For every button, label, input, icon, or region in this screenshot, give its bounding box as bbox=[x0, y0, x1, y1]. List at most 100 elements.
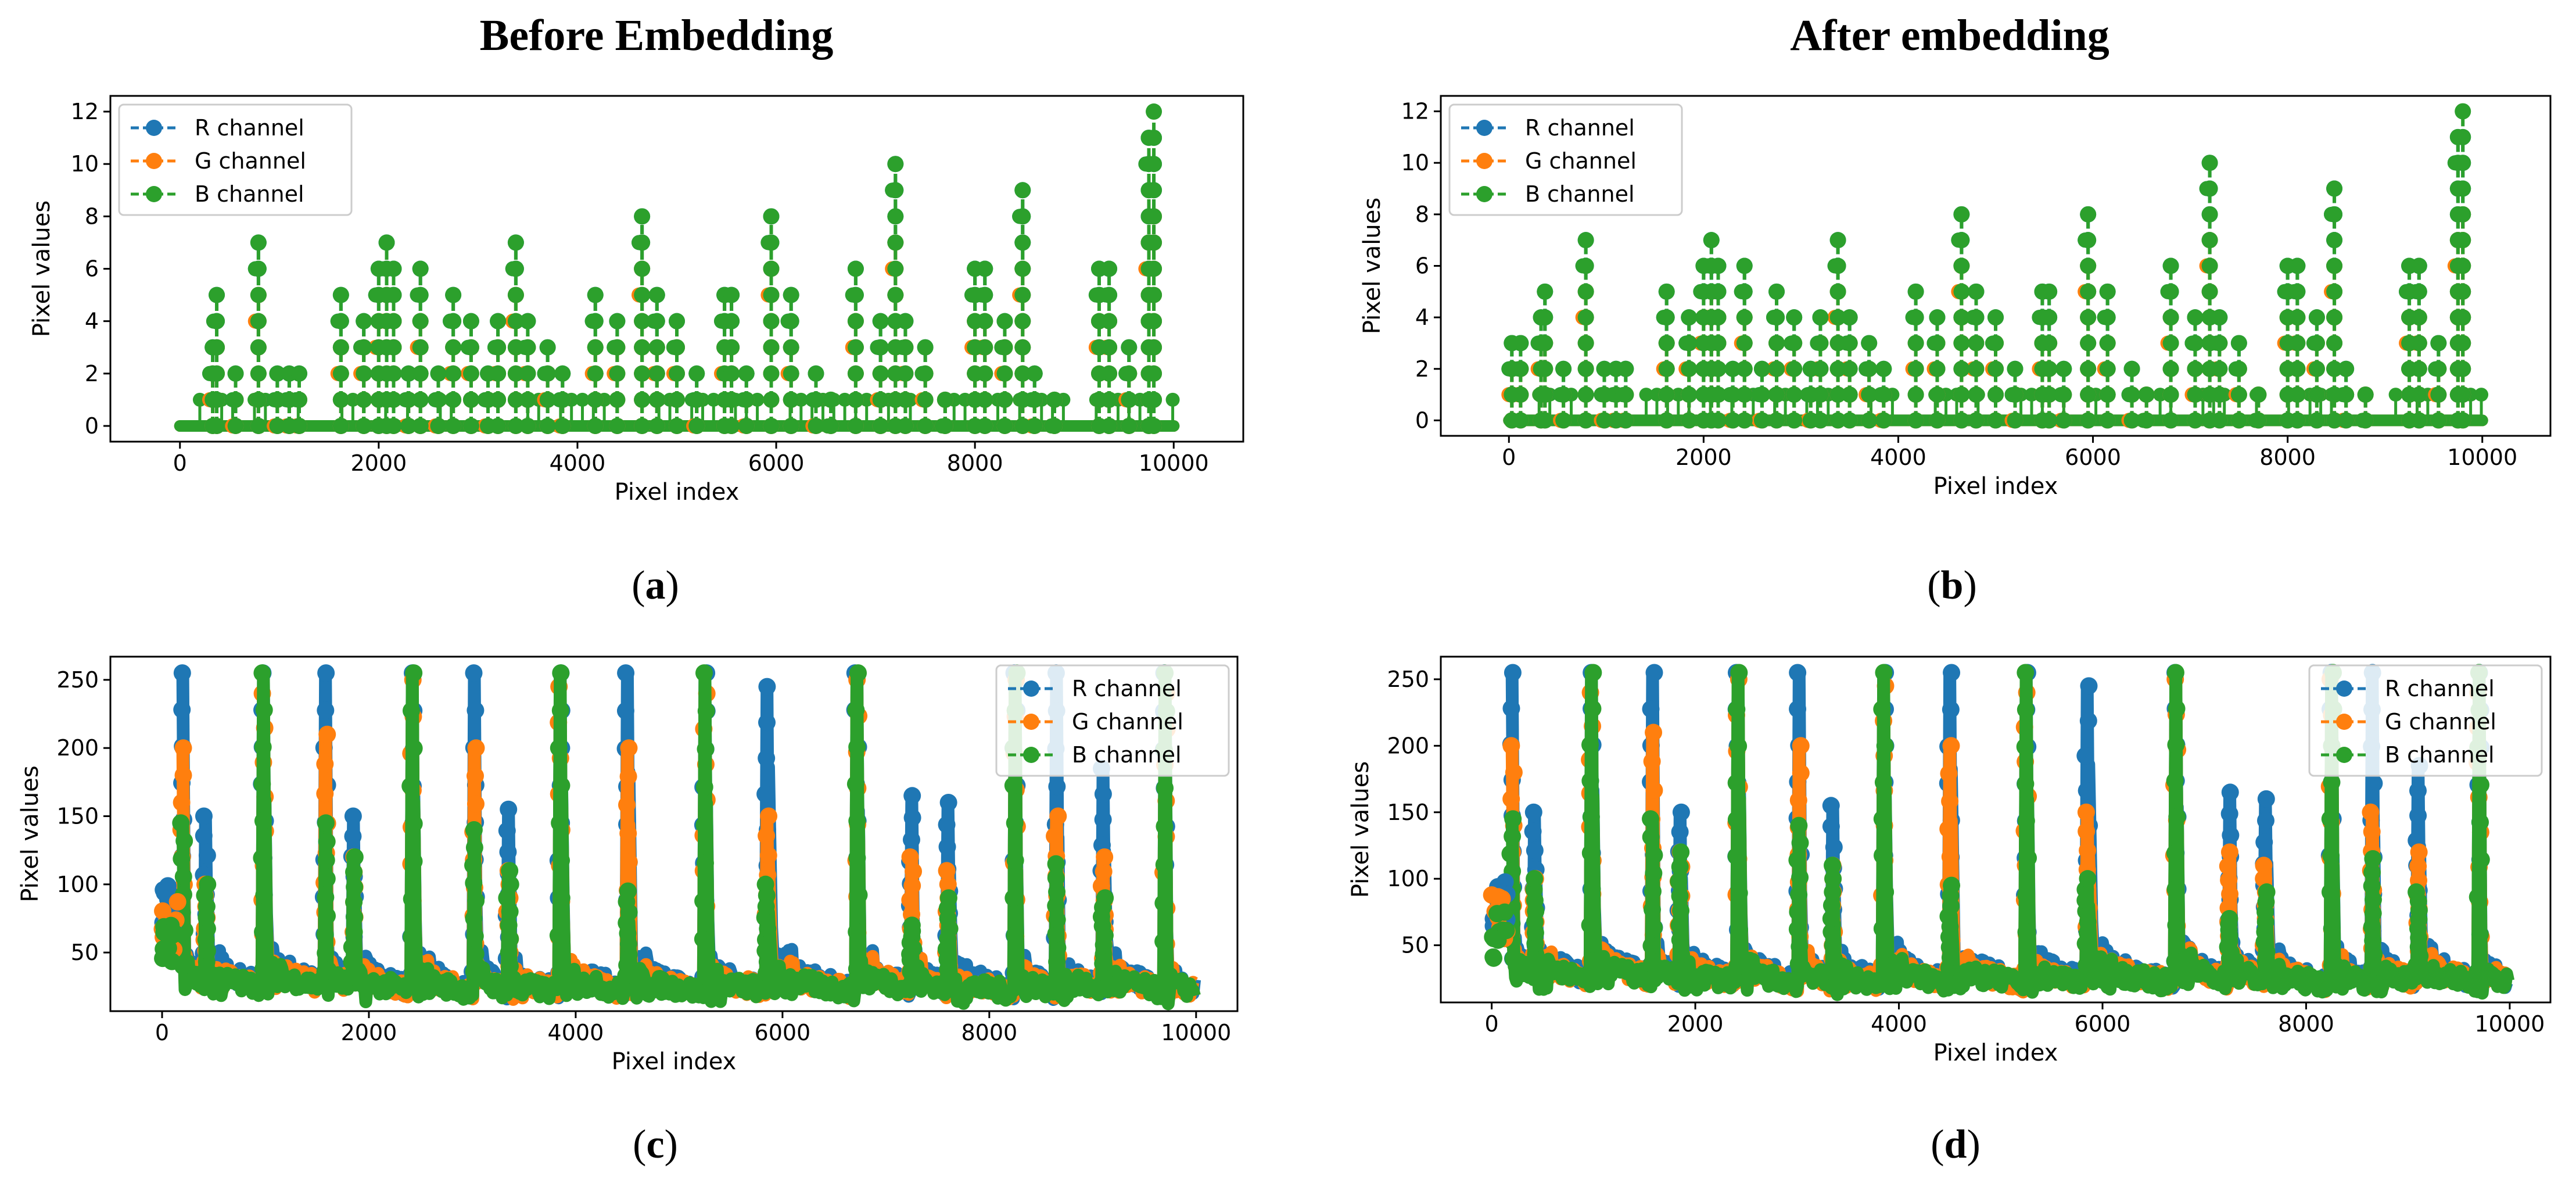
peak-point-b bbox=[1875, 956, 1893, 974]
peak-point-b bbox=[2455, 309, 2471, 326]
peak-point-side-b bbox=[288, 392, 304, 407]
peak-point-r bbox=[465, 664, 483, 682]
peak-point-b bbox=[2455, 206, 2471, 223]
peak-point-b bbox=[723, 391, 740, 408]
legend-label-2: B channel bbox=[1072, 742, 1182, 768]
peak-point-b bbox=[1877, 883, 1895, 901]
peak-point-b bbox=[2167, 916, 2185, 934]
peak-point-b bbox=[172, 814, 190, 832]
y-axis-label: Pixel values bbox=[17, 765, 44, 902]
peak-point-r bbox=[1524, 803, 1542, 821]
peak-point-b bbox=[317, 851, 335, 869]
peak-point-r bbox=[1822, 797, 1840, 815]
peak-point-b bbox=[501, 930, 519, 948]
peak-point-b bbox=[2289, 257, 2306, 274]
peak-point-b bbox=[501, 971, 519, 989]
peak-point-b bbox=[763, 313, 780, 329]
peak-point-b bbox=[2201, 283, 2218, 300]
legend-marker-0 bbox=[146, 120, 162, 136]
peak-point-b bbox=[1987, 386, 2004, 403]
peak-point-b bbox=[174, 868, 192, 886]
y-tick-label: 200 bbox=[56, 735, 99, 761]
peak-point-b bbox=[1824, 870, 1842, 888]
peak-point-side-b bbox=[1553, 387, 1569, 403]
peak-point-b bbox=[1146, 391, 1163, 408]
peak-point-b bbox=[2007, 360, 2024, 377]
peak-point-b bbox=[1101, 417, 1118, 434]
peak-point-b bbox=[490, 417, 507, 434]
peak-point-b bbox=[897, 313, 914, 329]
peak-point-b bbox=[1658, 386, 1675, 403]
peak-point-b bbox=[1907, 412, 1924, 429]
peak-point-r bbox=[195, 827, 213, 845]
peak-point-b bbox=[1953, 386, 1970, 403]
peak-point-b bbox=[887, 260, 904, 277]
peak-point-b bbox=[1156, 779, 1174, 797]
peak-point-b bbox=[872, 417, 889, 434]
peak-point-b bbox=[1681, 386, 1698, 403]
peak-point-b bbox=[1577, 283, 1594, 300]
peak-point-b bbox=[539, 417, 556, 434]
peak-point-b bbox=[1671, 960, 1689, 978]
peak-point-b bbox=[445, 365, 462, 382]
peak-point-b bbox=[694, 892, 712, 910]
peak-point-b bbox=[783, 286, 799, 303]
peak-point-b bbox=[1146, 365, 1163, 382]
peak-point-b bbox=[738, 365, 755, 382]
x-tick-label: 10000 bbox=[2447, 445, 2517, 470]
peak-point-b bbox=[783, 391, 799, 408]
peak-point-b bbox=[1671, 858, 1689, 876]
peak-point-side-b bbox=[1827, 258, 1843, 274]
peak-point-b bbox=[2326, 412, 2343, 429]
peak-point-b bbox=[2201, 206, 2218, 223]
peak-point-side-b bbox=[736, 392, 751, 407]
peak-point-b bbox=[1101, 339, 1118, 356]
peak-point-b bbox=[1583, 952, 1601, 970]
peak-point-b bbox=[403, 890, 421, 908]
peak-point-b bbox=[1788, 851, 1806, 869]
peak-point-side-b bbox=[2428, 361, 2444, 377]
peak-point-b bbox=[1014, 260, 1031, 277]
x-tick-label: 6000 bbox=[2075, 1011, 2131, 1037]
plot-area bbox=[153, 664, 1201, 1011]
peak-point-g bbox=[1645, 723, 1663, 742]
peak-point-b bbox=[2321, 810, 2339, 828]
y-axis-label: Pixel values bbox=[1359, 198, 1386, 334]
peak-point-side-b bbox=[443, 313, 458, 329]
peak-point-r bbox=[1048, 778, 1066, 796]
peak-point-b bbox=[688, 417, 705, 434]
peak-point-r bbox=[173, 701, 191, 719]
legend-marker-0 bbox=[1476, 120, 1492, 136]
peak-point-r bbox=[2076, 747, 2094, 765]
peak-point-b bbox=[2472, 776, 2490, 794]
peak-point-g bbox=[1941, 848, 1959, 866]
peak-point-side-b bbox=[1766, 310, 1781, 325]
peak-point-b bbox=[1968, 412, 1985, 429]
peak-point-b bbox=[2308, 309, 2325, 326]
peak-point-b bbox=[1841, 360, 1858, 377]
peak-point-b bbox=[462, 365, 479, 382]
peak-point-side-b bbox=[477, 392, 493, 407]
start-point-2 bbox=[163, 952, 181, 970]
peak-point-b bbox=[1768, 386, 1785, 403]
peak-point-r bbox=[2365, 774, 2383, 792]
peak-point-side-b bbox=[1118, 366, 1134, 381]
legend-marker-2 bbox=[146, 186, 162, 202]
peak-point-b bbox=[2167, 736, 2185, 754]
peak-point-side-b bbox=[2452, 129, 2468, 145]
peak-point-b bbox=[317, 889, 335, 907]
peak-point-b bbox=[1096, 889, 1114, 907]
peak-point-b bbox=[2455, 335, 2471, 352]
peak-point-side-b bbox=[225, 392, 241, 407]
peak-point-b bbox=[619, 882, 637, 900]
caption-c: (c) bbox=[633, 1122, 678, 1167]
peak-point-b bbox=[1101, 391, 1118, 408]
column-title-left: Before Embedding bbox=[479, 11, 834, 60]
peak-point-side-b bbox=[2199, 181, 2215, 196]
peak-point-b bbox=[462, 313, 479, 329]
peak-point-b bbox=[723, 339, 740, 356]
peak-point-b bbox=[1537, 360, 1554, 377]
peak-point-b bbox=[847, 339, 864, 356]
peak-point-b bbox=[783, 339, 799, 356]
peak-point-b bbox=[1644, 882, 1662, 900]
